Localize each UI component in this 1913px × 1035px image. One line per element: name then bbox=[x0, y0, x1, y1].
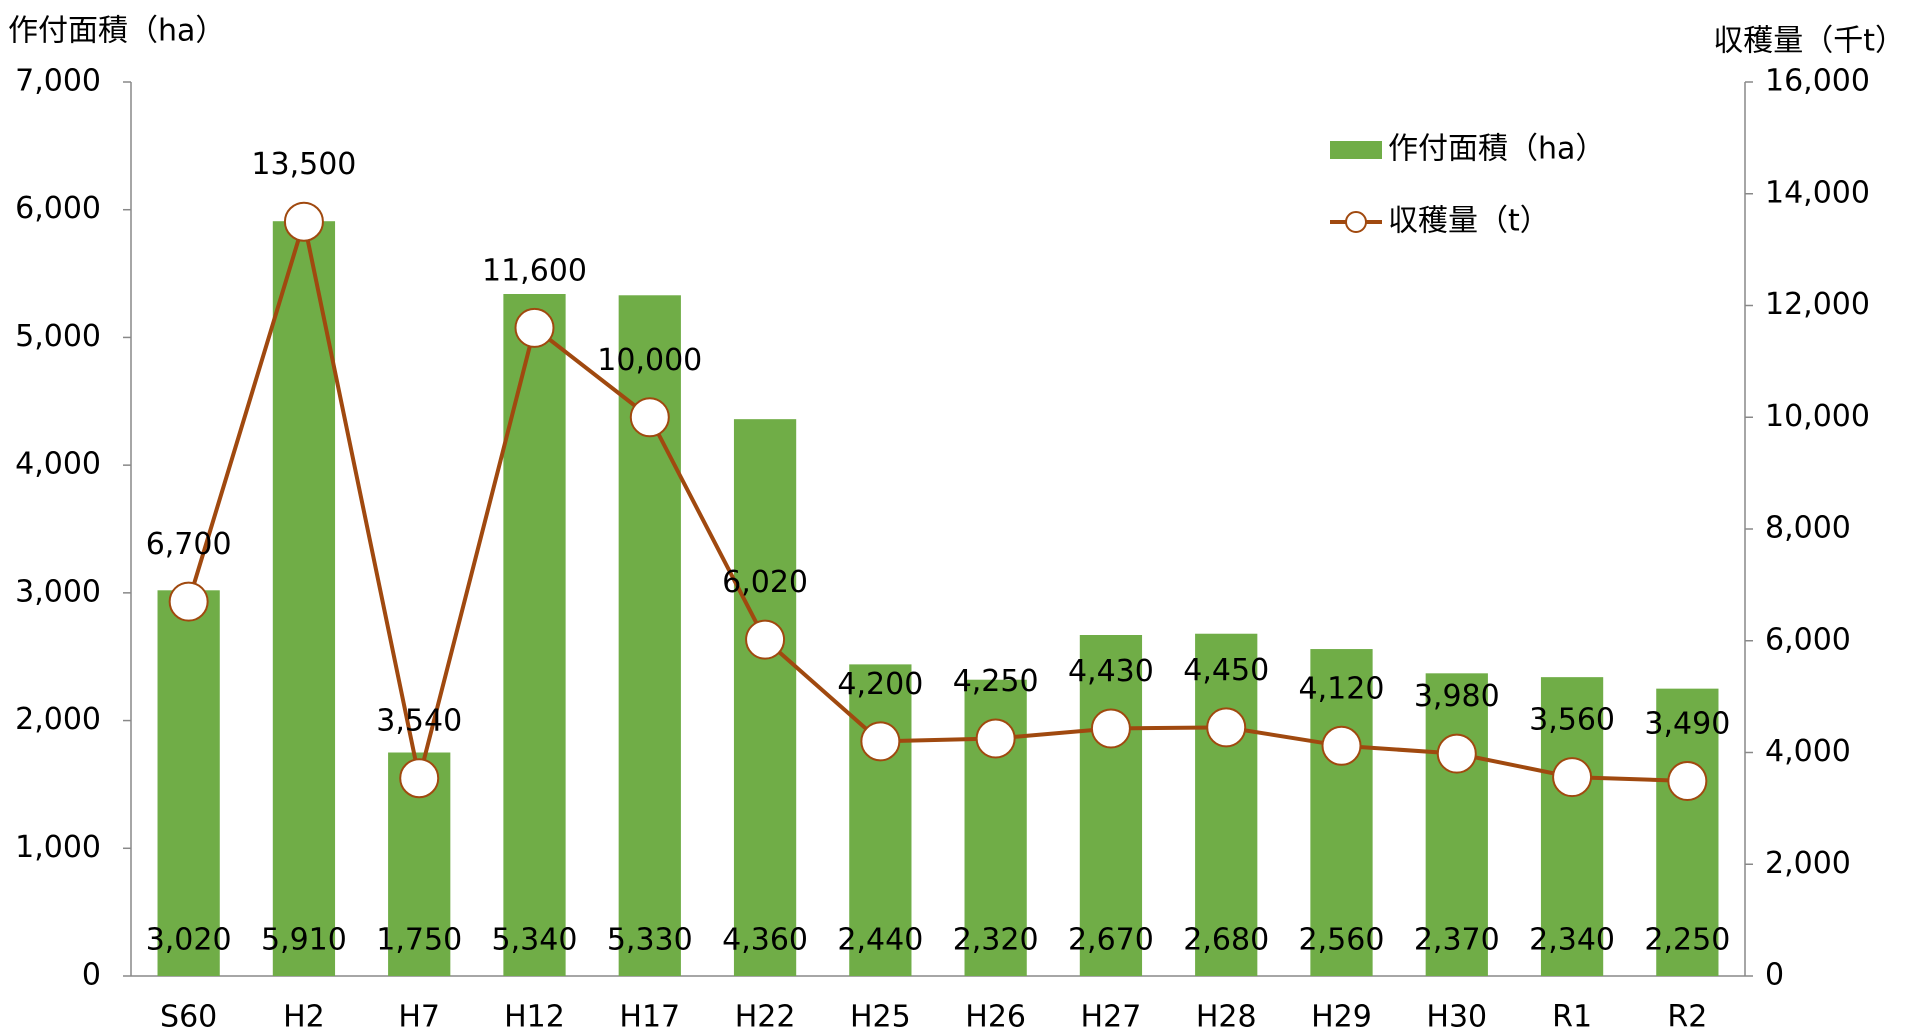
x-tick-label: H26 bbox=[965, 1000, 1026, 1035]
y2-tick-label: 12,000 bbox=[1765, 287, 1870, 322]
y2-tick-label: 14,000 bbox=[1765, 175, 1870, 210]
x-tick-label: H2 bbox=[283, 1000, 325, 1035]
line-value-label: 6,700 bbox=[146, 527, 232, 562]
line-marker bbox=[745, 619, 786, 660]
line-marker bbox=[1321, 725, 1362, 766]
x-tick-label: H17 bbox=[619, 1000, 680, 1035]
line-value-label: 4,450 bbox=[1183, 653, 1269, 688]
line-marker bbox=[1667, 760, 1708, 801]
line-marker bbox=[1090, 708, 1131, 749]
line-value-label: 4,250 bbox=[953, 664, 1039, 699]
x-tick-label: H7 bbox=[398, 1000, 440, 1035]
legend-label: 作付面積（ha） bbox=[1388, 132, 1605, 167]
bar bbox=[1656, 688, 1719, 976]
line-marker bbox=[283, 201, 324, 242]
line-marker bbox=[1552, 757, 1593, 798]
bar-value-label: 4,360 bbox=[722, 923, 808, 958]
line-marker bbox=[399, 758, 440, 799]
bar bbox=[1425, 673, 1488, 976]
line-marker bbox=[514, 307, 555, 348]
bar bbox=[157, 590, 220, 976]
bar bbox=[1310, 649, 1373, 976]
line-value-label: 3,980 bbox=[1414, 679, 1500, 714]
y-axis-title: 作付面積（ha） bbox=[8, 14, 225, 49]
line-value-label: 3,540 bbox=[376, 704, 462, 739]
bar bbox=[503, 294, 566, 976]
bar-value-label: 2,440 bbox=[837, 923, 923, 958]
line-value-label: 10,000 bbox=[597, 343, 702, 378]
y2-tick-label: 2,000 bbox=[1765, 846, 1851, 881]
bar-value-label: 1,750 bbox=[376, 923, 462, 958]
bar-value-label: 5,910 bbox=[261, 923, 347, 958]
x-tick-label: H25 bbox=[850, 1000, 911, 1035]
bar-value-label: 3,020 bbox=[146, 923, 232, 958]
line-value-label: 13,500 bbox=[251, 147, 356, 182]
x-tick-label: H27 bbox=[1081, 1000, 1142, 1035]
bar-value-label: 2,320 bbox=[953, 923, 1039, 958]
bar-value-label: 2,680 bbox=[1183, 923, 1269, 958]
y-tick-label: 4,000 bbox=[15, 447, 101, 482]
bar bbox=[733, 419, 797, 976]
y2-tick-label: 6,000 bbox=[1765, 622, 1851, 657]
y2-tick-label: 4,000 bbox=[1765, 734, 1851, 769]
y2-tick-label: 10,000 bbox=[1765, 399, 1870, 434]
y-tick-label: 5,000 bbox=[15, 319, 101, 354]
bar-value-label: 2,670 bbox=[1068, 923, 1154, 958]
legend-swatch bbox=[1330, 141, 1382, 159]
bar-value-label: 5,340 bbox=[492, 923, 578, 958]
legend-label: 収穫量（t） bbox=[1388, 204, 1550, 239]
bar-value-label: 2,370 bbox=[1414, 923, 1500, 958]
bar-value-label: 2,250 bbox=[1644, 923, 1730, 958]
x-tick-label: R1 bbox=[1552, 1000, 1592, 1035]
line-value-label: 4,430 bbox=[1068, 654, 1154, 689]
y2-tick-label: 16,000 bbox=[1765, 64, 1870, 99]
bar-value-label: 2,340 bbox=[1529, 923, 1615, 958]
bar bbox=[1540, 677, 1604, 976]
x-tick-label: H30 bbox=[1426, 1000, 1487, 1035]
line-value-label: 11,600 bbox=[482, 253, 587, 288]
x-tick-label: S60 bbox=[160, 1000, 217, 1035]
line-value-label: 6,020 bbox=[722, 565, 808, 600]
y2-axis-title: 収穫量（千t） bbox=[1713, 24, 1905, 59]
x-tick-label: H29 bbox=[1311, 1000, 1372, 1035]
y-tick-label: 6,000 bbox=[15, 191, 101, 226]
line-value-label: 4,200 bbox=[837, 667, 923, 702]
y2-tick-label: 8,000 bbox=[1765, 511, 1851, 546]
bar-value-label: 5,330 bbox=[607, 923, 693, 958]
line-value-label: 4,120 bbox=[1299, 671, 1385, 706]
y-tick-label: 7,000 bbox=[15, 64, 101, 99]
x-tick-label: H12 bbox=[504, 1000, 565, 1035]
line-marker bbox=[1436, 733, 1477, 774]
y2-tick-label: 0 bbox=[1765, 958, 1784, 993]
line-marker bbox=[975, 718, 1016, 759]
bar-value-label: 2,560 bbox=[1299, 923, 1385, 958]
y-tick-label: 2,000 bbox=[15, 702, 101, 737]
y-tick-label: 0 bbox=[82, 958, 101, 993]
line-marker bbox=[1206, 707, 1247, 748]
line-value-label: 3,490 bbox=[1644, 706, 1730, 741]
line-marker bbox=[629, 397, 670, 438]
bar bbox=[849, 664, 912, 976]
bar bbox=[272, 221, 336, 977]
y-tick-label: 1,000 bbox=[15, 830, 101, 865]
y-tick-label: 3,000 bbox=[15, 574, 101, 609]
line-value-label: 3,560 bbox=[1529, 703, 1615, 738]
line-marker bbox=[860, 721, 901, 762]
x-tick-label: H22 bbox=[735, 1000, 796, 1035]
x-tick-label: H28 bbox=[1196, 1000, 1257, 1035]
bar bbox=[1079, 635, 1143, 976]
bar bbox=[1195, 633, 1258, 976]
x-tick-label: R2 bbox=[1667, 1000, 1707, 1035]
line-marker bbox=[168, 581, 209, 622]
legend-swatch-marker bbox=[1345, 211, 1367, 233]
